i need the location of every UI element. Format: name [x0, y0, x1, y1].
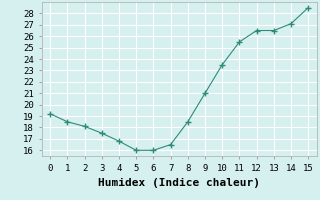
X-axis label: Humidex (Indice chaleur): Humidex (Indice chaleur) — [98, 178, 260, 188]
